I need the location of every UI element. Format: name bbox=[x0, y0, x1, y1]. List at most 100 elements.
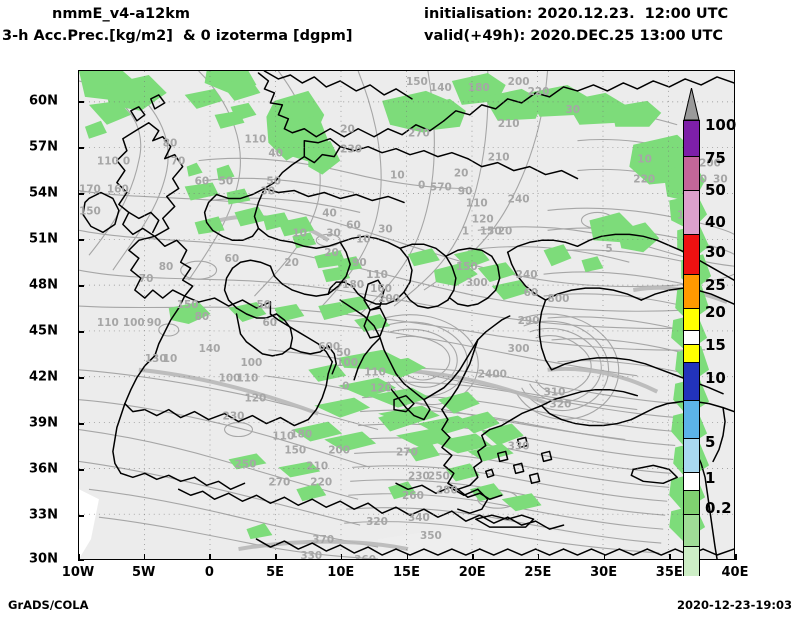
colorbar-tick-label: 40 bbox=[705, 213, 726, 231]
svg-text:210: 210 bbox=[498, 118, 520, 130]
y-axis-tick-label: 33N bbox=[29, 507, 58, 523]
svg-text:100: 100 bbox=[241, 357, 263, 369]
svg-text:50: 50 bbox=[336, 347, 351, 359]
svg-text:220: 220 bbox=[528, 86, 550, 98]
y-axis-tick-mark bbox=[78, 193, 84, 195]
y-axis-tick-mark bbox=[78, 515, 84, 517]
y-axis-tick-label: 36N bbox=[29, 461, 58, 477]
svg-text:80: 80 bbox=[159, 261, 174, 273]
x-axis-tick-label: 10W bbox=[61, 565, 95, 580]
y-axis-tick-mark bbox=[78, 239, 84, 241]
svg-text:600: 600 bbox=[318, 341, 340, 353]
svg-text:170: 170 bbox=[79, 184, 101, 196]
svg-text:60: 60 bbox=[346, 219, 361, 231]
svg-text:250: 250 bbox=[235, 458, 257, 470]
colorbar-tick-label: 10 bbox=[705, 369, 726, 387]
x-axis-tick-label: 20E bbox=[458, 565, 486, 580]
colorbar-tick-mark bbox=[683, 274, 700, 275]
svg-text:220: 220 bbox=[310, 476, 332, 488]
svg-text:320: 320 bbox=[366, 516, 388, 528]
x-axis-tick-mark bbox=[275, 554, 277, 560]
x-axis-tick-label: 5W bbox=[131, 565, 156, 580]
colorbar-segment bbox=[683, 514, 700, 546]
x-axis-tick-label: 0 bbox=[204, 565, 214, 580]
x-axis-tick-mark bbox=[143, 554, 146, 560]
colorbar-segment bbox=[683, 400, 700, 438]
colorbar-segment bbox=[683, 120, 700, 156]
colorbar-tick-mark bbox=[683, 546, 700, 547]
svg-text:0: 0 bbox=[123, 156, 130, 168]
y-axis-tick-label: 48N bbox=[29, 277, 58, 293]
svg-text:130: 130 bbox=[145, 353, 167, 365]
y-axis-tick-mark bbox=[78, 469, 84, 471]
svg-text:90: 90 bbox=[352, 257, 367, 269]
svg-text:150: 150 bbox=[284, 444, 306, 456]
svg-text:230: 230 bbox=[340, 144, 362, 156]
colorbar-tick-label: 20 bbox=[705, 303, 726, 321]
x-axis-tick-mark bbox=[603, 554, 606, 560]
colorbar-segment bbox=[683, 438, 700, 472]
colorbar-tick-mark bbox=[683, 438, 700, 439]
colorbar-tick-mark bbox=[683, 344, 700, 345]
colorbar-tick-label: 100 bbox=[705, 116, 737, 134]
colorbar-tick-mark bbox=[683, 190, 700, 191]
x-axis-tick-mark bbox=[735, 554, 737, 560]
svg-text:90: 90 bbox=[147, 317, 162, 329]
svg-text:120: 120 bbox=[244, 393, 266, 405]
x-axis-tick-mark bbox=[209, 554, 211, 560]
initialisation-time-label: initialisation: 2020.12.23. 12:00 UTC bbox=[424, 6, 729, 22]
svg-text:50: 50 bbox=[219, 176, 234, 188]
svg-text:120: 120 bbox=[472, 213, 494, 225]
y-axis-tick-label: 42N bbox=[29, 369, 58, 385]
colorbar-tick-label: 75 bbox=[705, 149, 726, 167]
y-axis-tick-label: 45N bbox=[29, 323, 58, 339]
colorbar-tick-label: 25 bbox=[705, 276, 726, 294]
colorbar-segment bbox=[683, 490, 700, 514]
svg-text:150: 150 bbox=[177, 299, 199, 311]
colorbar-tick-mark bbox=[683, 472, 700, 473]
svg-text:70: 70 bbox=[171, 156, 186, 168]
x-axis-tick-label: 30E bbox=[590, 565, 618, 580]
svg-text:60: 60 bbox=[524, 287, 539, 299]
svg-text:210: 210 bbox=[488, 152, 510, 164]
svg-text:80: 80 bbox=[195, 311, 210, 323]
svg-text:200: 200 bbox=[699, 158, 721, 170]
colorbar-top-arrow bbox=[683, 87, 700, 121]
colorbar-tick-mark bbox=[683, 514, 700, 515]
svg-text:200: 200 bbox=[378, 293, 400, 305]
svg-text:270: 270 bbox=[396, 446, 418, 458]
svg-text:110: 110 bbox=[366, 269, 388, 281]
svg-text:570: 570 bbox=[430, 182, 452, 194]
svg-text:240: 240 bbox=[516, 269, 538, 281]
x-axis-tick-mark bbox=[537, 554, 540, 560]
x-axis-tick-mark bbox=[669, 554, 671, 560]
svg-text:140: 140 bbox=[199, 343, 221, 355]
svg-text:110: 110 bbox=[244, 134, 266, 146]
svg-text:20: 20 bbox=[284, 257, 299, 269]
svg-text:100: 100 bbox=[123, 317, 145, 329]
svg-text:60: 60 bbox=[225, 253, 240, 265]
svg-text:110: 110 bbox=[272, 430, 294, 442]
colorbar-tick-mark bbox=[683, 400, 700, 401]
svg-text:70: 70 bbox=[139, 273, 154, 285]
svg-text:110: 110 bbox=[97, 156, 119, 168]
svg-text:110: 110 bbox=[364, 367, 386, 379]
svg-text:10: 10 bbox=[390, 170, 405, 182]
svg-text:140: 140 bbox=[430, 82, 452, 94]
y-axis-tick-mark bbox=[78, 147, 84, 149]
svg-text:0: 0 bbox=[418, 180, 425, 192]
map-gridlines bbox=[79, 71, 734, 559]
colorbar-tick-mark bbox=[683, 156, 700, 157]
svg-text:20: 20 bbox=[340, 124, 355, 136]
svg-text:20: 20 bbox=[324, 247, 339, 259]
svg-text:100: 100 bbox=[336, 357, 358, 369]
svg-text:40: 40 bbox=[322, 207, 337, 219]
x-axis-tick-label: 5E bbox=[266, 565, 285, 580]
svg-text:160: 160 bbox=[370, 283, 392, 295]
x-axis-tick-mark bbox=[472, 554, 474, 560]
x-axis-tick-label: 15E bbox=[393, 565, 420, 580]
colorbar-segment bbox=[683, 330, 700, 344]
y-axis-tick-label: 60N bbox=[29, 93, 58, 109]
coastlines bbox=[82, 71, 734, 559]
